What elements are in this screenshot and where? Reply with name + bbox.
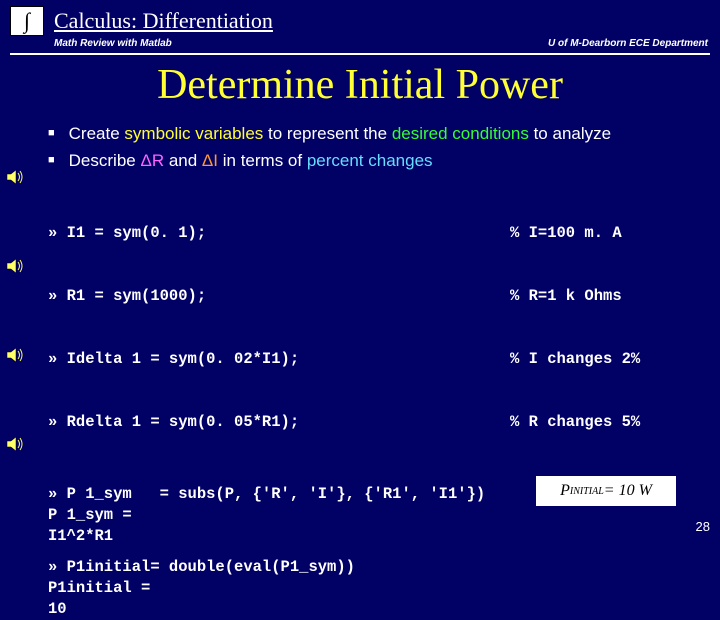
code-row: » Rdelta 1 = sym(0. 05*R1); % R changes …: [48, 412, 690, 433]
subheader-left: Math Review with Matlab: [54, 38, 172, 49]
formula-box: PINITIAL = 10 W: [536, 476, 676, 506]
formula-var: P: [560, 482, 570, 500]
header-bar: ∫ Calculus: Differentiation: [0, 0, 720, 36]
bullet-segment: to analyze: [529, 124, 611, 143]
bullet-segment: Create: [69, 124, 125, 143]
bullet-list: ■ Create symbolic variables to represent…: [0, 123, 720, 172]
slide-title: Determine Initial Power: [0, 61, 720, 109]
bullet-item: ■ Create symbolic variables to represent…: [48, 123, 690, 144]
code-comment: % R changes 5%: [500, 412, 690, 433]
subheader: Math Review with Matlab U of M-Dearborn …: [0, 36, 720, 53]
bullet-highlight-variables: symbolic variables: [124, 124, 263, 143]
speaker-icon[interactable]: [6, 348, 24, 362]
code-line: » Idelta 1 = sym(0. 02*I1);: [48, 349, 500, 370]
bullet-marker-icon: ■: [48, 154, 55, 166]
code-comment: % I=100 m. A: [500, 223, 690, 244]
code-comment: % I changes 2%: [500, 349, 690, 370]
code-area: » I1 = sym(0. 1); % I=100 m. A » R1 = sy…: [48, 182, 690, 620]
formula-subscript: INITIAL: [570, 486, 604, 497]
bullet-highlight-delta-r: ΔR: [140, 151, 164, 170]
speaker-icon[interactable]: [6, 437, 24, 451]
bullet-text: Create symbolic variables to represent t…: [69, 123, 611, 144]
bullet-segment: and: [164, 151, 202, 170]
code-row: » Idelta 1 = sym(0. 02*I1); % I changes …: [48, 349, 690, 370]
speaker-icon[interactable]: [6, 170, 24, 184]
bullet-segment: to represent the: [263, 124, 392, 143]
code-row: » R1 = sym(1000); % R=1 k Ohms: [48, 286, 690, 307]
code-row: » I1 = sym(0. 1); % I=100 m. A: [48, 223, 690, 244]
header-title: Calculus: Differentiation: [54, 8, 273, 34]
code-line: » Rdelta 1 = sym(0. 05*R1);: [48, 412, 500, 433]
bullet-highlight-conditions: desired conditions: [392, 124, 529, 143]
bullet-item: ■ Describe ΔR and ΔI in terms of percent…: [48, 150, 690, 171]
bullet-marker-icon: ■: [48, 127, 55, 139]
audio-icons-column: [6, 170, 24, 451]
page-number: 28: [696, 519, 710, 534]
code-block-1: » I1 = sym(0. 1); % I=100 m. A » R1 = sy…: [48, 182, 690, 475]
code-block-3: » P1initial= double(eval(P1_sym)) P1init…: [48, 557, 690, 620]
integral-logo: ∫: [10, 6, 44, 36]
header-divider: [10, 53, 710, 55]
bullet-text: Describe ΔR and ΔI in terms of percent c…: [69, 150, 433, 171]
code-comment: % R=1 k Ohms: [500, 286, 690, 307]
formula-value: = 10 W: [604, 482, 652, 500]
speaker-icon[interactable]: [6, 259, 24, 273]
bullet-highlight-percent: percent changes: [307, 151, 433, 170]
bullet-highlight-delta-i: ΔI: [202, 151, 218, 170]
bullet-segment: Describe: [69, 151, 141, 170]
code-line: » I1 = sym(0. 1);: [48, 223, 500, 244]
subheader-right: U of M-Dearborn ECE Department: [548, 38, 708, 49]
bullet-segment: in terms of: [218, 151, 307, 170]
code-line: » R1 = sym(1000);: [48, 286, 500, 307]
